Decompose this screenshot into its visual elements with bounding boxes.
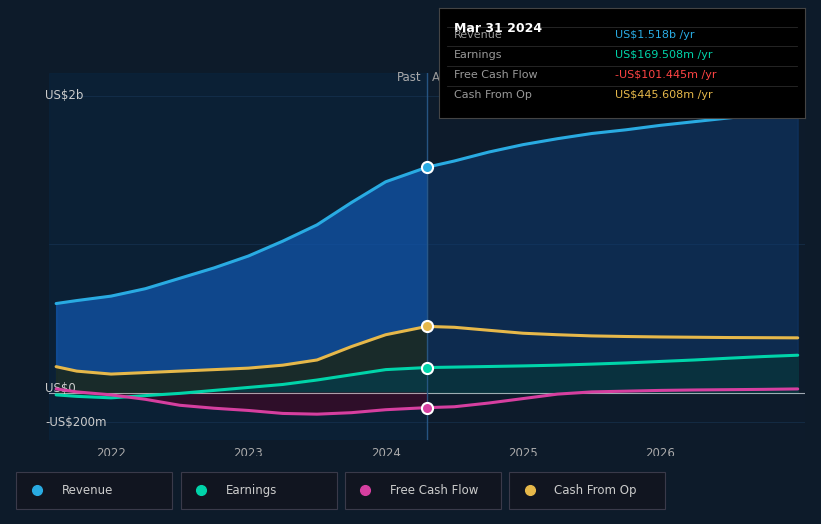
Text: -US$200m: -US$200m (45, 416, 107, 429)
FancyBboxPatch shape (181, 472, 337, 509)
Text: Revenue: Revenue (62, 484, 113, 497)
Text: US$445.608m /yr: US$445.608m /yr (615, 90, 713, 100)
Bar (49, 73, 427, 440)
Text: Revenue: Revenue (454, 30, 502, 40)
FancyBboxPatch shape (509, 472, 665, 509)
Text: Free Cash Flow: Free Cash Flow (390, 484, 479, 497)
Text: Free Cash Flow: Free Cash Flow (454, 70, 538, 80)
Text: Earnings: Earnings (454, 50, 502, 60)
Text: Cash From Op: Cash From Op (554, 484, 636, 497)
Text: Analysts Forecasts: Analysts Forecasts (433, 71, 543, 84)
Text: Cash From Op: Cash From Op (454, 90, 532, 100)
Text: Earnings: Earnings (226, 484, 277, 497)
Bar (427, 73, 805, 440)
FancyBboxPatch shape (345, 472, 501, 509)
Text: US$169.508m /yr: US$169.508m /yr (615, 50, 712, 60)
Text: Past: Past (397, 71, 421, 84)
Text: -US$101.445m /yr: -US$101.445m /yr (615, 70, 716, 80)
Text: US$0: US$0 (45, 383, 76, 396)
Text: US$1.518b /yr: US$1.518b /yr (615, 30, 694, 40)
Text: Mar 31 2024: Mar 31 2024 (454, 22, 542, 35)
Text: US$2b: US$2b (45, 89, 84, 102)
FancyBboxPatch shape (16, 472, 172, 509)
